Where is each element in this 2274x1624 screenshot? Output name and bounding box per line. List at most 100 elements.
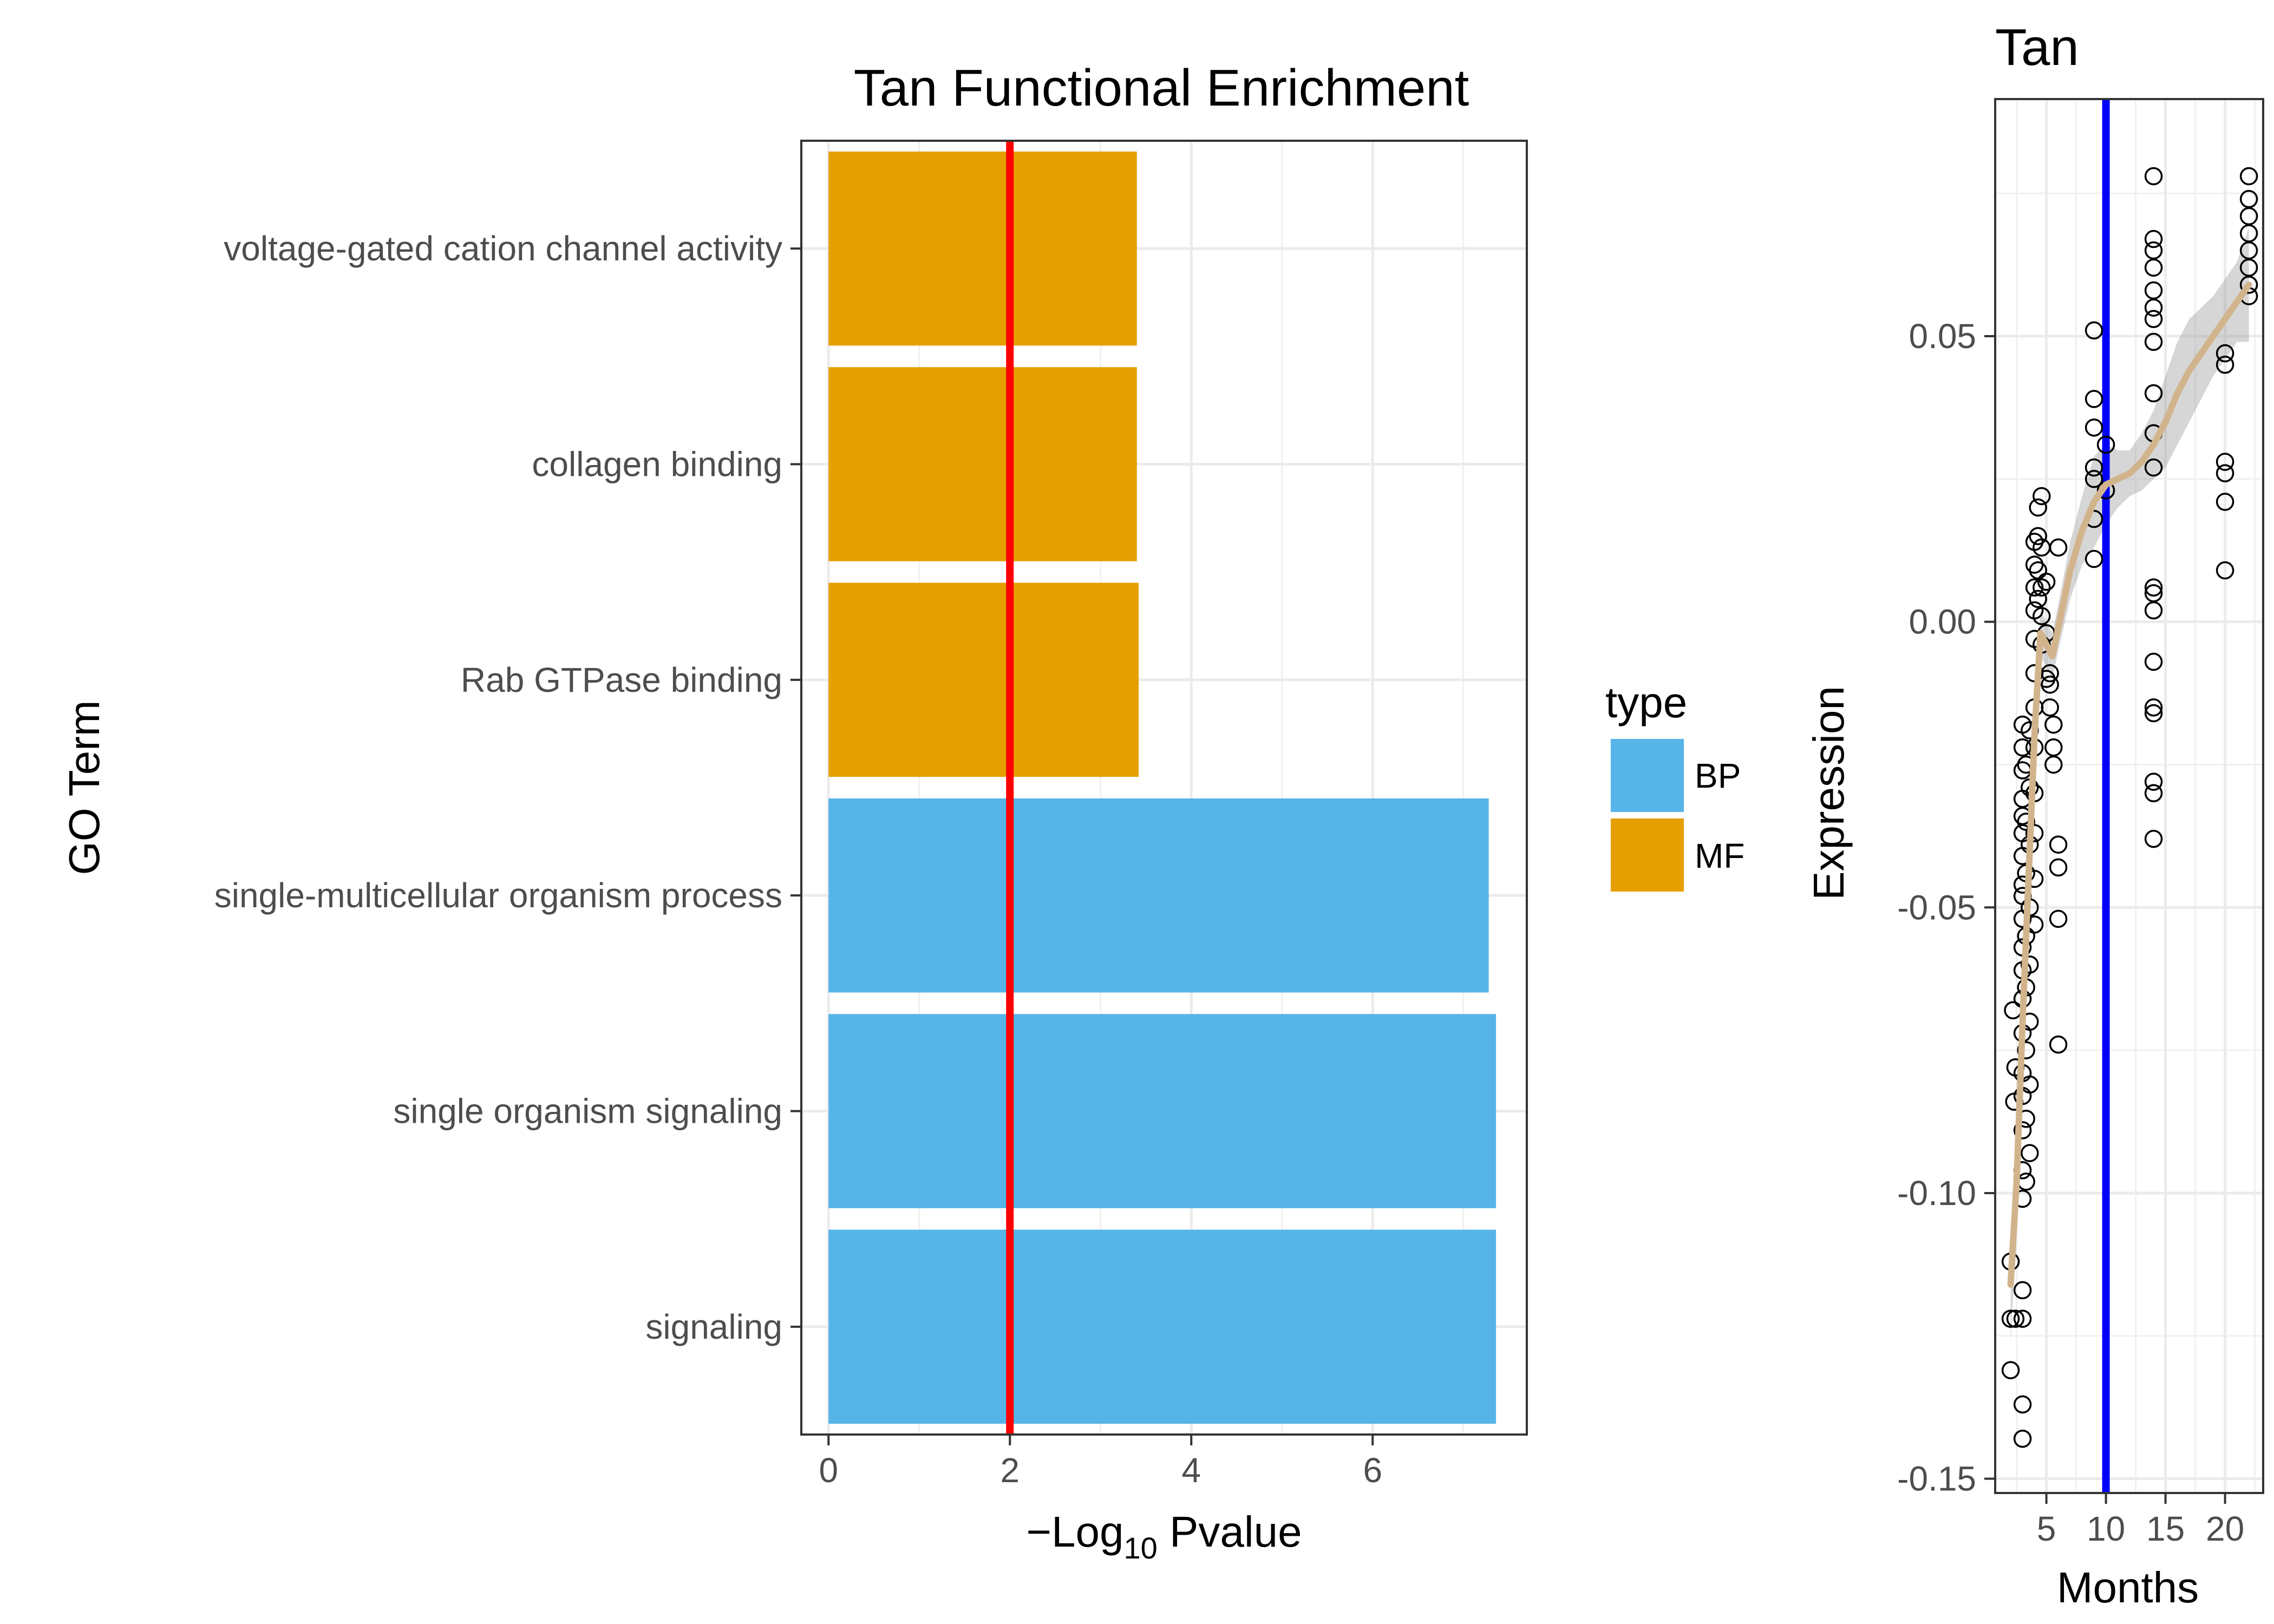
data-point (2144, 384, 2163, 403)
data-point (2049, 858, 2068, 877)
data-point (2144, 298, 2163, 317)
legend: type BP MF (1605, 678, 1744, 892)
data-point (2029, 590, 2047, 608)
x-tick-label: 4 (1181, 1451, 1201, 1490)
data-point (2017, 1041, 2035, 1059)
data-point (2084, 458, 2103, 477)
x-tick-label: 6 (1363, 1451, 1382, 1490)
expression-x-axis: 5 10 15 20 (2037, 1493, 2244, 1548)
x-tick-label: 5 (2037, 1509, 2056, 1548)
data-point (2144, 704, 2163, 723)
enrichment-plot-panel (801, 141, 1527, 1435)
y-tick-label: Rab GTPase binding (461, 660, 782, 699)
y-tick-label: voltage-gated cation channel activity (224, 229, 782, 268)
y-tick-label: signaling (645, 1307, 782, 1346)
data-point (2033, 487, 2051, 506)
data-point (2013, 738, 2032, 757)
smooth-trend-line (2007, 281, 2252, 1288)
data-point (2144, 601, 2163, 620)
data-point (2041, 664, 2059, 683)
data-point (2216, 464, 2234, 482)
data-point (2025, 578, 2044, 597)
expression-chart-title: Tan (1995, 18, 2079, 76)
data-point (2041, 675, 2059, 694)
data-point (2216, 355, 2234, 374)
enrichment-y-axis-title: GO Term (60, 700, 108, 875)
y-tick-label: single organism signaling (393, 1092, 782, 1131)
data-point (2013, 1429, 2032, 1448)
data-point (2021, 955, 2039, 974)
data-point (2216, 561, 2234, 580)
y-tick-label: -0.15 (1897, 1459, 1976, 1498)
bar (828, 1229, 1497, 1424)
data-point (2144, 652, 2163, 671)
smooth-confidence-ribbon (2010, 227, 2249, 1342)
data-point (2013, 1395, 2032, 1414)
data-point (2049, 1035, 2068, 1054)
data-point (2013, 1309, 2032, 1328)
data-point (2084, 549, 2103, 568)
bar (828, 1014, 1497, 1208)
data-point (2144, 332, 2163, 351)
data-point (2144, 458, 2163, 477)
data-point (2049, 835, 2068, 854)
expression-chart: Tan -0.15 -0.10 -0.05 0.00 0.05 5 10 15 20 Mont… (1805, 18, 2264, 1612)
data-point (2144, 167, 2163, 186)
enrichment-chart: Tan Functional Enrichment voltage-gated … (60, 59, 1528, 1565)
enrichment-bars (828, 151, 1497, 1424)
data-point (2037, 573, 2056, 591)
data-point (2096, 435, 2115, 454)
data-point (2006, 1309, 2025, 1328)
y-tick-label: 0.00 (1909, 603, 1976, 641)
data-point (2084, 390, 2103, 408)
data-point (2049, 538, 2068, 557)
data-point (2216, 493, 2234, 511)
bar (828, 798, 1489, 993)
data-point (2144, 258, 2163, 277)
expression-points (2001, 167, 2258, 1448)
y-tick-label: -0.05 (1897, 888, 1976, 927)
data-point (2144, 784, 2163, 802)
data-point (2041, 698, 2059, 717)
x-tick-label: 2 (1000, 1451, 1020, 1490)
expression-y-axis: -0.15 -0.10 -0.05 0.00 0.05 (1897, 317, 1995, 1498)
enrichment-plot-border (800, 140, 1528, 1436)
x-title-pvalue: Pvalue (1158, 1508, 1302, 1556)
x-tick-label: 0 (819, 1451, 838, 1490)
expression-y-axis-title: Expression (1805, 686, 1853, 900)
bar (828, 151, 1137, 346)
y-tick-label: 0.05 (1909, 317, 1976, 356)
data-point (2029, 498, 2047, 517)
x-title-minus: − (1026, 1508, 1051, 1556)
data-point (2084, 470, 2103, 488)
data-point (2001, 1361, 2020, 1379)
enrichment-x-axis: 0 2 4 6 (819, 1435, 1382, 1490)
data-point (2144, 698, 2163, 717)
data-point (2044, 755, 2063, 774)
legend-key-bp (1611, 739, 1684, 812)
bar (828, 367, 1137, 561)
data-point (2084, 321, 2103, 340)
data-point (2144, 772, 2163, 791)
x-title-log: Log (1051, 1508, 1123, 1556)
data-point (2013, 1281, 2032, 1300)
legend-label-bp: BP (1695, 756, 1741, 795)
expression-x-axis-title: Months (2057, 1563, 2199, 1612)
legend-key-mf (1611, 818, 1684, 892)
data-point (2001, 1309, 2020, 1328)
data-point (2033, 578, 2051, 597)
data-point (2144, 829, 2163, 848)
data-point (2021, 1144, 2039, 1162)
enrichment-y-axis: voltage-gated cation channel activity col… (214, 229, 801, 1346)
y-tick-label: collagen binding (532, 445, 782, 484)
data-point (2033, 607, 2051, 625)
data-point (2044, 715, 2063, 734)
data-point (2025, 824, 2044, 842)
y-tick-label: single-multicellular organism process (214, 876, 782, 915)
x-tick-label: 15 (2146, 1509, 2185, 1548)
data-point (2084, 418, 2103, 437)
x-title-subscript: 10 (1124, 1531, 1158, 1565)
data-point (2216, 453, 2234, 471)
legend-title: type (1605, 678, 1687, 726)
